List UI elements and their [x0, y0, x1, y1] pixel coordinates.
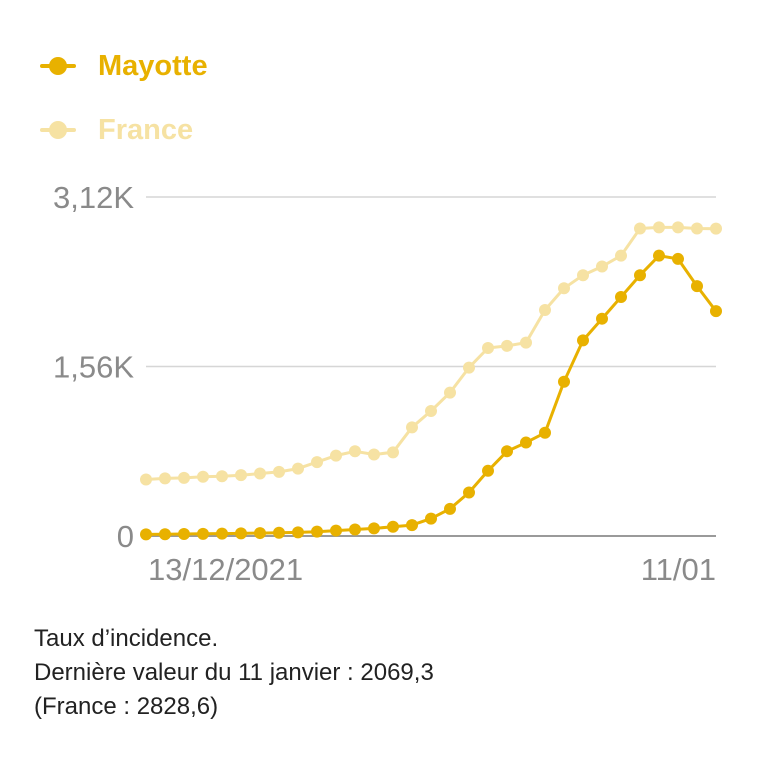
data-point-france: [653, 221, 665, 234]
data-point-france: [425, 405, 437, 418]
data-point-france: [482, 342, 494, 355]
data-point-mayotte: [311, 525, 323, 538]
data-point-mayotte: [235, 527, 247, 540]
data-point-france: [539, 304, 551, 316]
data-point-france: [368, 448, 380, 461]
data-point-mayotte: [159, 528, 171, 541]
data-point-mayotte: [425, 512, 437, 525]
y-tick-label: 1,56K: [53, 350, 134, 385]
data-point-france: [235, 469, 247, 482]
data-point-mayotte: [140, 528, 152, 541]
data-point-mayotte: [539, 426, 551, 439]
data-point-mayotte: [216, 527, 228, 540]
data-point-france: [349, 445, 361, 458]
data-point-mayotte: [710, 305, 722, 318]
data-point-france: [520, 336, 532, 349]
data-point-mayotte: [197, 527, 209, 540]
data-point-mayotte: [596, 312, 608, 325]
data-point-mayotte: [292, 526, 304, 539]
data-point-mayotte: [349, 523, 361, 536]
data-point-france: [672, 221, 684, 234]
data-point-france: [577, 269, 589, 282]
data-point-mayotte: [634, 269, 646, 282]
data-point-mayotte: [330, 524, 342, 537]
data-point-mayotte: [273, 526, 285, 539]
data-point-france: [615, 249, 627, 262]
data-point-mayotte: [482, 464, 494, 477]
caption-line-3: (France : 2828,6): [34, 693, 219, 720]
data-point-mayotte: [387, 520, 399, 533]
data-point-france: [444, 386, 456, 399]
data-point-france: [558, 282, 570, 295]
data-point-france: [710, 222, 722, 235]
legend-marker-france: [38, 114, 78, 146]
data-point-france: [406, 421, 418, 434]
legend-item-mayotte[interactable]: Mayotte: [38, 34, 208, 98]
x-tick-label: 11/01: [641, 552, 716, 587]
data-point-france: [254, 467, 266, 480]
data-point-france: [463, 361, 475, 374]
legend-item-france[interactable]: France: [38, 98, 208, 162]
data-point-france: [596, 260, 608, 273]
caption-line-2: Dernière valeur du 11 janvier : 2069,3: [34, 659, 434, 686]
data-point-mayotte: [406, 519, 418, 532]
data-point-mayotte: [501, 445, 513, 458]
series-line-france: [145, 225, 717, 481]
data-point-france: [140, 473, 152, 486]
data-point-mayotte: [653, 249, 665, 262]
data-point-france: [292, 462, 304, 475]
data-point-mayotte: [254, 527, 266, 540]
data-point-mayotte: [691, 280, 703, 293]
data-point-france: [330, 449, 342, 462]
legend-label-mayotte: Mayotte: [98, 49, 208, 82]
data-point-mayotte: [463, 486, 475, 499]
data-point-mayotte: [368, 522, 380, 535]
caption-line-1: Taux d’incidence.: [34, 625, 219, 652]
chart-caption: Taux d’incidence. Dernière valeur du 11 …: [34, 622, 434, 724]
data-point-mayotte: [577, 334, 589, 347]
data-point-mayotte: [178, 528, 190, 541]
x-tick-label: 13/12/2021: [148, 552, 303, 587]
data-point-france: [159, 472, 171, 485]
data-point-france: [501, 339, 513, 352]
data-point-france: [634, 222, 646, 235]
series-line-mayotte: [145, 254, 718, 536]
legend: Mayotte France: [38, 34, 208, 162]
data-point-france: [691, 222, 703, 235]
data-point-france: [387, 446, 399, 459]
data-point-france: [311, 456, 323, 469]
line-chart: 0 1,56K 3,12K 13/12/2021 11/01: [53, 180, 722, 587]
y-tick-label: 0: [117, 519, 134, 554]
data-point-mayotte: [520, 436, 532, 449]
data-point-mayotte: [615, 290, 627, 303]
data-point-france: [197, 470, 209, 483]
data-point-mayotte: [558, 375, 570, 388]
data-point-mayotte: [444, 502, 456, 515]
data-point-france: [273, 465, 285, 478]
data-point-france: [178, 471, 190, 484]
y-tick-label: 3,12K: [53, 180, 134, 215]
data-point-france: [216, 470, 228, 483]
legend-marker-mayotte: [38, 50, 78, 82]
data-point-mayotte: [672, 252, 684, 265]
legend-label-france: France: [98, 113, 194, 146]
